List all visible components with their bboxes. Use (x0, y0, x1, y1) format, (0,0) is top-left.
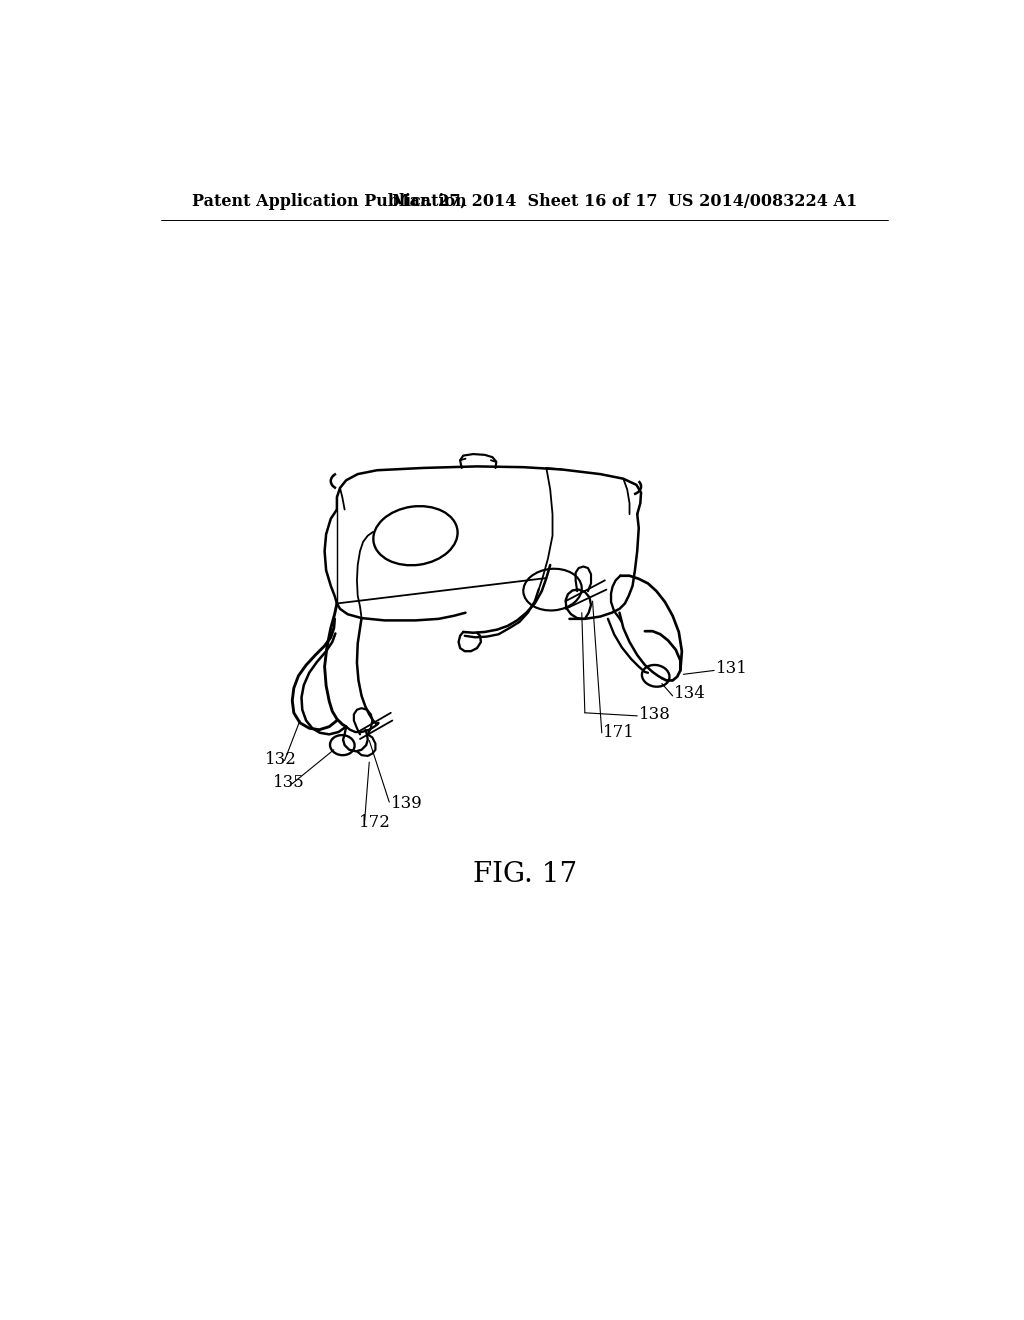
Text: Mar. 27, 2014  Sheet 16 of 17: Mar. 27, 2014 Sheet 16 of 17 (392, 193, 657, 210)
Text: 135: 135 (273, 774, 305, 791)
Text: 134: 134 (674, 685, 707, 702)
Text: 172: 172 (358, 813, 390, 830)
Text: Patent Application Publication: Patent Application Publication (193, 193, 467, 210)
Text: US 2014/0083224 A1: US 2014/0083224 A1 (669, 193, 857, 210)
Text: 138: 138 (639, 706, 671, 723)
Text: 171: 171 (603, 723, 635, 741)
Text: 132: 132 (265, 751, 297, 767)
Text: 139: 139 (391, 795, 423, 812)
Text: FIG. 17: FIG. 17 (473, 862, 577, 888)
Text: 131: 131 (716, 660, 748, 677)
